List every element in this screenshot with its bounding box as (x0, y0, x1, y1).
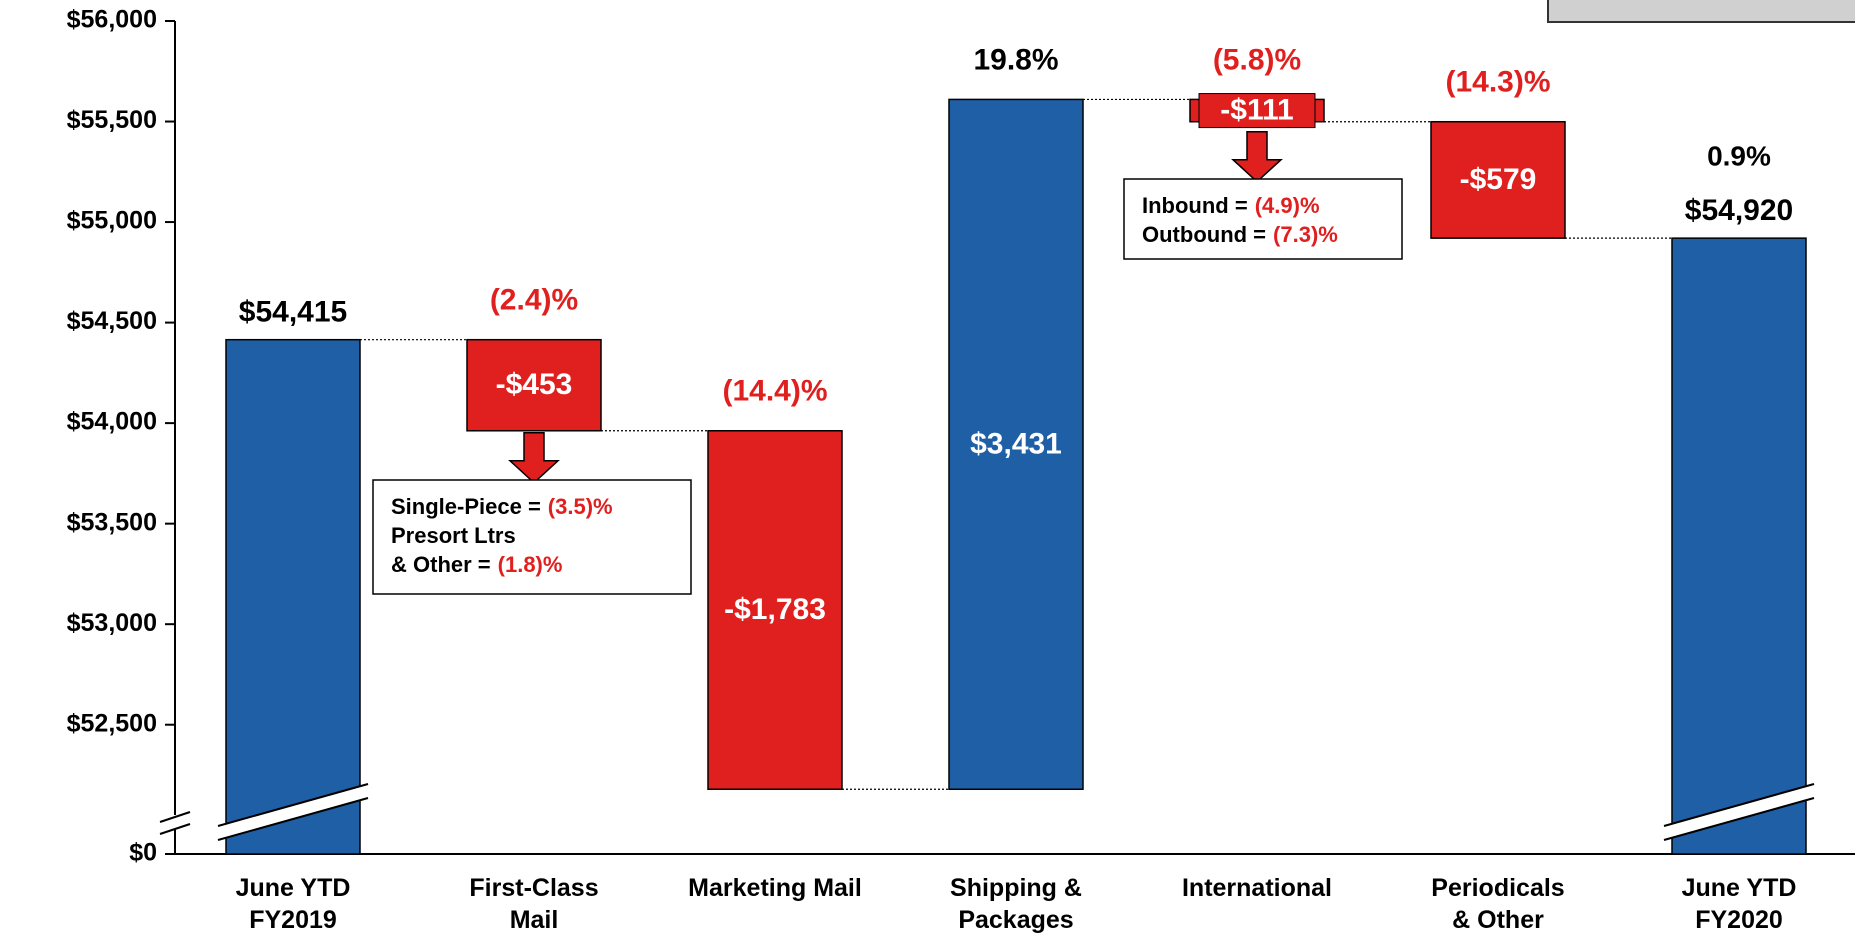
bar-break (217, 783, 369, 841)
legend-box (1547, 0, 1855, 23)
value-label-bg (1198, 93, 1316, 129)
y-tick-label: $55,500 (67, 106, 157, 134)
y-tick-label: $55,000 (67, 207, 157, 235)
x-tick-line: Marketing Mail (688, 874, 862, 902)
callout-text: Presort Ltrs (391, 523, 516, 548)
x-tick-line: Mail (510, 906, 559, 934)
x-tick-line: June YTD (236, 874, 351, 902)
value-label: -$1,783 (724, 593, 826, 626)
y-tick-label: $54,500 (67, 307, 157, 335)
callout-text: Outbound = (7.3)% (1142, 222, 1338, 247)
callout-box (1123, 178, 1403, 260)
x-tick-label: June YTD FY2019 (236, 874, 351, 934)
x-tick-line: Shipping & (950, 874, 1082, 902)
callout-text: & Other = (1.8)% (391, 552, 562, 577)
break-line (217, 783, 369, 827)
callout-text: Inbound = (4.9)% (1142, 193, 1320, 218)
x-tick-label: June YTD FY2020 (1682, 874, 1797, 934)
x-tick-label: Shipping & Packages (950, 874, 1082, 934)
callout-box (372, 479, 692, 595)
break-gap (218, 784, 368, 840)
bar (948, 98, 1084, 791)
y-tick-label: $54,000 (67, 408, 157, 436)
y-tick-label: $52,500 (67, 709, 157, 737)
pct-label: (5.8)% (1213, 43, 1301, 76)
value-label: -$579 (1460, 163, 1537, 196)
callout-part: (1.8)% (498, 552, 563, 577)
x-tick-label: Periodicals & Other (1431, 874, 1564, 934)
y-tick-label: $53,000 (67, 609, 157, 637)
pct-label: (2.4)% (490, 284, 578, 317)
x-tick-label: First-Class Mail (469, 874, 598, 934)
x-tick-line: June YTD (1682, 874, 1797, 902)
callout-part: Single-Piece = (391, 494, 541, 519)
callout-part: (4.9)% (1255, 193, 1320, 218)
x-tick-line: & Other (1452, 906, 1544, 934)
x-tick-line: Periodicals (1431, 874, 1564, 902)
break-line (1663, 797, 1815, 841)
x-tick-line: FY2019 (249, 906, 337, 934)
x-tick-line: International (1182, 874, 1332, 902)
value-label: $3,431 (970, 427, 1062, 460)
pct-label: 0.9% (1707, 141, 1771, 172)
bar (466, 338, 602, 432)
bar (1671, 237, 1807, 855)
arrow (1231, 130, 1283, 183)
value-label: -$111 (1220, 93, 1293, 126)
callout-text: Single-Piece = (3.5)% (391, 494, 613, 519)
callout-part: Outbound = (1142, 222, 1266, 247)
bar (707, 430, 843, 791)
callout-part: (3.5)% (548, 494, 613, 519)
x-tick-line: FY2020 (1695, 906, 1783, 934)
x-tick-label: Marketing Mail (688, 874, 862, 902)
pct-label: (14.3)% (1445, 66, 1550, 99)
callout-part: (7.3)% (1273, 222, 1338, 247)
bar (225, 338, 361, 855)
value-label: -$453 (496, 368, 573, 401)
x-tick-label: International (1182, 874, 1332, 902)
x-tick-line: First-Class (469, 874, 598, 902)
value-label: $54,920 (1685, 194, 1793, 227)
bar (1430, 120, 1566, 239)
callout-part: Inbound = (1142, 193, 1248, 218)
axis-break (159, 811, 191, 835)
x-tick-line: Packages (958, 906, 1073, 934)
arrow (508, 432, 560, 484)
y-tick-label: $0 (129, 839, 157, 867)
callout-part: Presort Ltrs (391, 523, 516, 548)
pct-label: 19.8% (973, 43, 1058, 76)
value-label: $54,415 (239, 296, 347, 329)
y-tick-label: $56,000 (67, 6, 157, 34)
break-line (217, 797, 369, 841)
pct-label: (14.4)% (722, 375, 827, 408)
y-tick-label: $53,500 (67, 508, 157, 536)
break-gap (1664, 784, 1814, 840)
bar-break (1663, 783, 1815, 841)
callout-part: & Other = (391, 552, 491, 577)
break-line (1663, 783, 1815, 827)
